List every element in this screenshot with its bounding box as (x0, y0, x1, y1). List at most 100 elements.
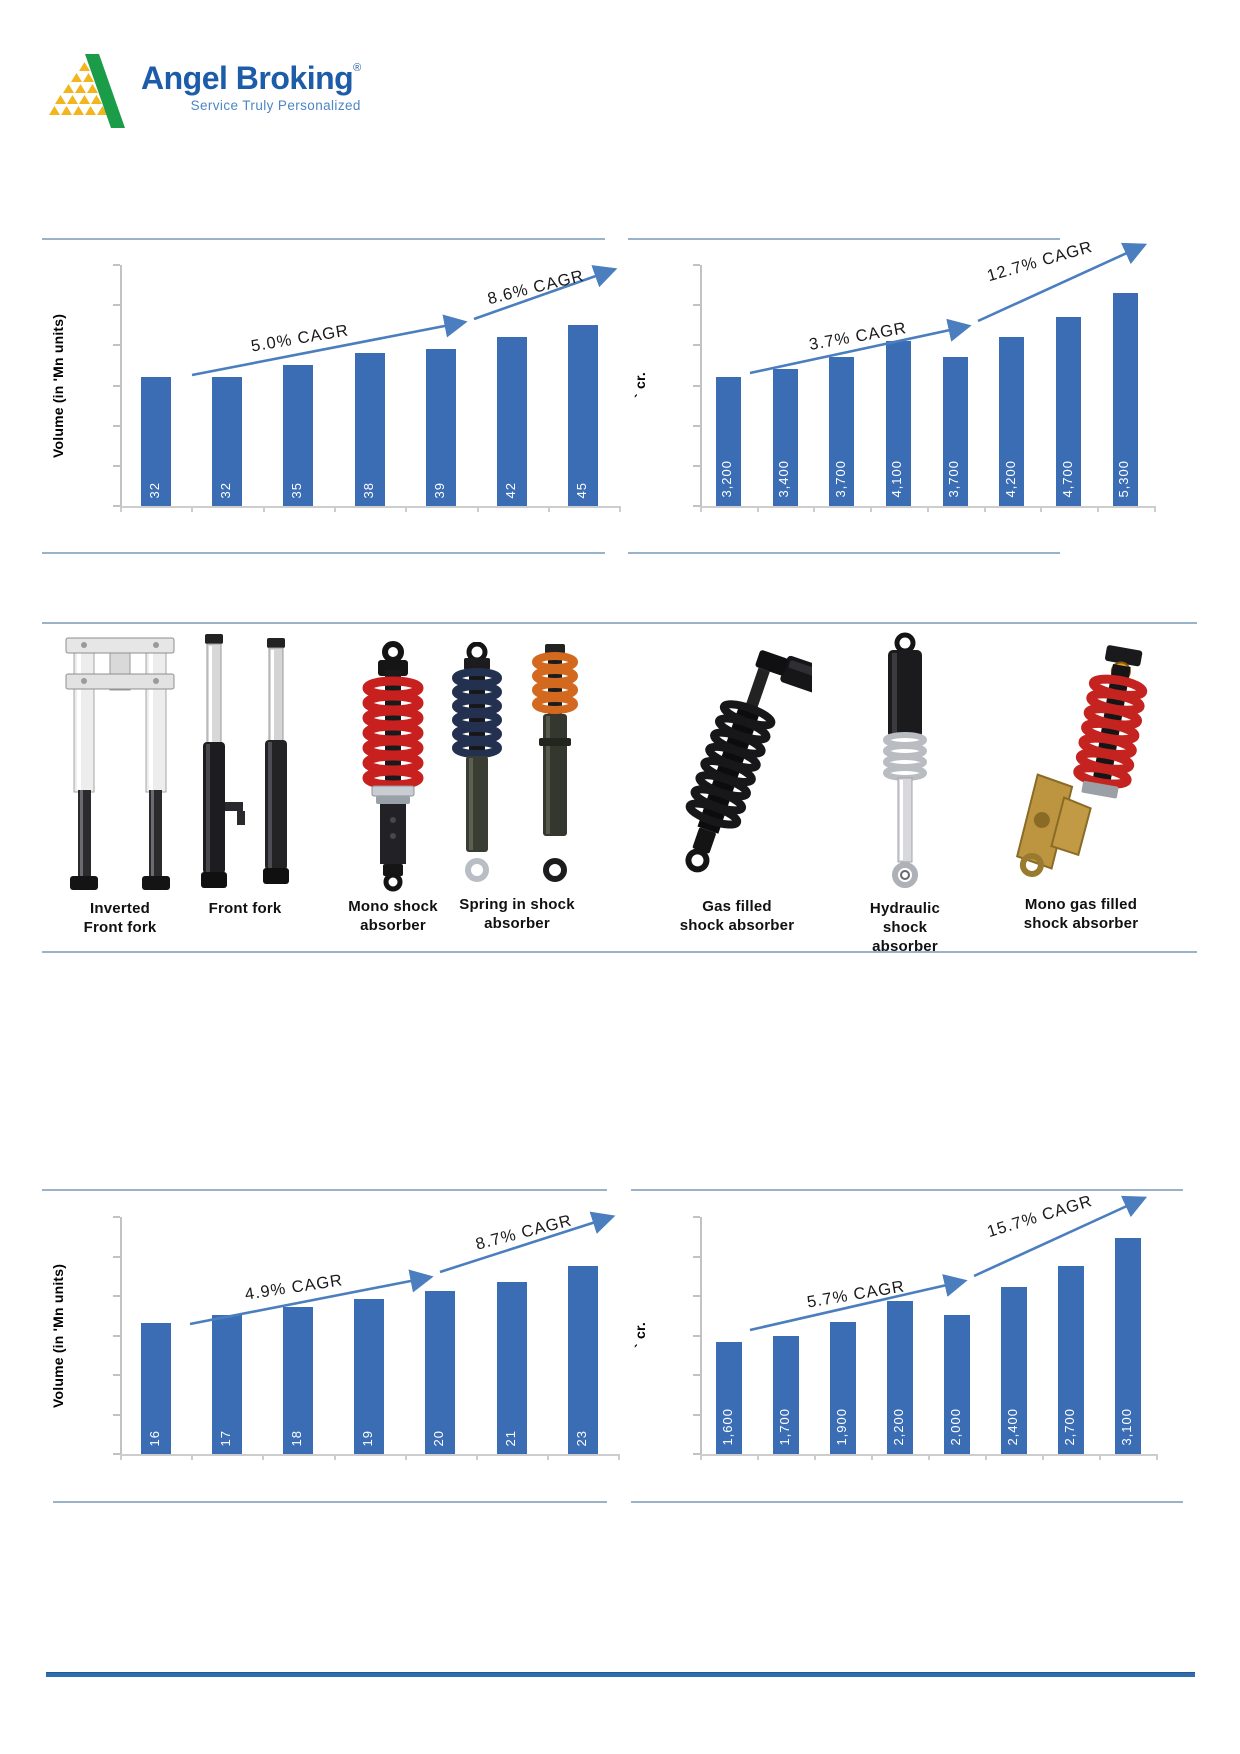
x-axis-tick (756, 506, 759, 512)
cagr-arrows (749, 242, 1148, 375)
cagr-arrows (189, 1211, 616, 1326)
registered-mark: ® (353, 62, 361, 74)
y-axis-tick (693, 344, 700, 347)
y-axis-tick (693, 1295, 700, 1297)
logo-title: Angel Broking® (141, 60, 361, 96)
x-axis-tick (871, 1454, 873, 1460)
cagr-arrow (189, 1269, 434, 1326)
divider-below-chart1 (42, 552, 605, 554)
divider-top-right (628, 238, 1060, 240)
x-axis-tick (700, 506, 702, 512)
angel-broking-logo: Angel Broking® Service Truly Personalize… (45, 50, 361, 136)
spring-in-shock-absorber-image (452, 642, 578, 882)
product-label: Mono shock absorber (348, 898, 438, 934)
y-axis-tick (113, 1413, 120, 1416)
y-axis-tick (113, 384, 120, 387)
x-axis-tick (333, 1454, 336, 1460)
bar (283, 1306, 313, 1454)
x-axis-tick (757, 1454, 759, 1460)
x-axis-tick (476, 506, 479, 512)
x-axis-tick (1042, 1454, 1044, 1460)
x-axis-tick (547, 1454, 550, 1460)
gas-filled-shock-absorber-image (685, 650, 812, 873)
y-axis-tick (113, 1295, 120, 1297)
x-axis-tick (700, 1454, 702, 1460)
bar (715, 1342, 742, 1454)
bar (497, 337, 528, 506)
mono-gas-filled-shock-absorber-image (1015, 645, 1148, 877)
bar (283, 365, 314, 506)
inverted-front-fork-image (65, 637, 175, 890)
bar (715, 377, 741, 506)
product-label: Spring in shock absorber (459, 896, 575, 932)
y-axis-tick (113, 344, 120, 347)
cagr-arrow (191, 314, 468, 377)
y-axis (120, 265, 122, 510)
hydraulic-shock-absorber-image (883, 632, 927, 888)
cagr-arrow (973, 1195, 1148, 1278)
product-label: Gas filled shock absorber (679, 898, 795, 934)
y-axis-tick (693, 1255, 700, 1258)
y-axis-tick (113, 424, 120, 427)
bar (354, 353, 385, 506)
y-axis-tick (693, 424, 700, 427)
divider-bottom-right (631, 1189, 1183, 1191)
y-axis-tick (693, 1413, 700, 1416)
x-axis-tick (120, 506, 122, 512)
divider-below-chart2 (628, 552, 1060, 554)
bar (1112, 293, 1138, 506)
chart-value-top: ` cr. 3,200 3,400 3,700 4,100 3,700 4,200 4,700… (628, 238, 1160, 553)
x-axis-tick (262, 506, 265, 512)
mono-shock-absorber-image (362, 641, 424, 892)
chart-volume-bottom: Volume (in 'Mn units) 16 17 18 19 20 21 23 4.9% … (42, 1190, 621, 1502)
divider-bottom-left (42, 1189, 607, 1191)
cagr-arrow (977, 242, 1148, 323)
cagr-arrow (473, 265, 618, 321)
bar (211, 1315, 242, 1454)
x-axis-tick (870, 506, 873, 512)
product-hydraulic-shock-absorber: Hydraulic shock absorber (857, 632, 953, 956)
x-axis-tick (333, 506, 336, 512)
divider-below-chart3 (53, 1501, 607, 1503)
y-axis-tick (113, 464, 120, 467)
divider-above-products (42, 622, 1197, 624)
cagr-arrow (749, 1274, 968, 1332)
bar (496, 1282, 527, 1454)
x-axis-tick (404, 1454, 407, 1460)
product-mono-gas-filled-shock-absorber: Mono gas filled shock absorber (1006, 640, 1156, 934)
x-axis-tick (814, 1454, 816, 1460)
angel-broking-logo-icon (49, 54, 125, 128)
logo-text: Angel Broking® Service Truly Personalize… (141, 50, 361, 113)
y-axis-tick (693, 1334, 700, 1337)
bar (354, 1298, 385, 1454)
front-fork-image (201, 634, 289, 888)
y-axis-tick (693, 505, 700, 507)
bar (1114, 1237, 1141, 1454)
bar (567, 1266, 598, 1454)
x-axis (120, 506, 622, 508)
y-axis-tick (693, 384, 700, 387)
bar (942, 357, 968, 506)
bar (943, 1314, 970, 1454)
x-axis-tick (1153, 506, 1156, 512)
y-axis-tick (693, 1374, 700, 1376)
x-axis-tick (926, 506, 929, 512)
y-axis (120, 1217, 122, 1458)
x-axis-tick (1040, 506, 1043, 512)
product-inverted-front-fork: Inverted Front fork (55, 632, 185, 938)
y-axis (700, 265, 702, 510)
y-axis-tick (693, 464, 700, 467)
product-label: Mono gas filled shock absorber (1023, 896, 1139, 932)
x-axis (120, 1454, 621, 1456)
bar (211, 377, 242, 506)
product-label: Front fork (208, 900, 282, 917)
y-axis-tick (113, 264, 120, 266)
chart-volume-top: Volume (in 'Mn units) 32 32 35 38 39 42 45 5.0% … (42, 239, 622, 553)
bar (140, 377, 171, 506)
product-label: Hydraulic shock absorber (869, 900, 941, 955)
product-mono-shock-absorber: Mono shock absorber (338, 640, 448, 936)
y-axis-tick (693, 1216, 700, 1218)
x-axis-tick (405, 506, 408, 512)
x-axis-tick (619, 506, 622, 512)
